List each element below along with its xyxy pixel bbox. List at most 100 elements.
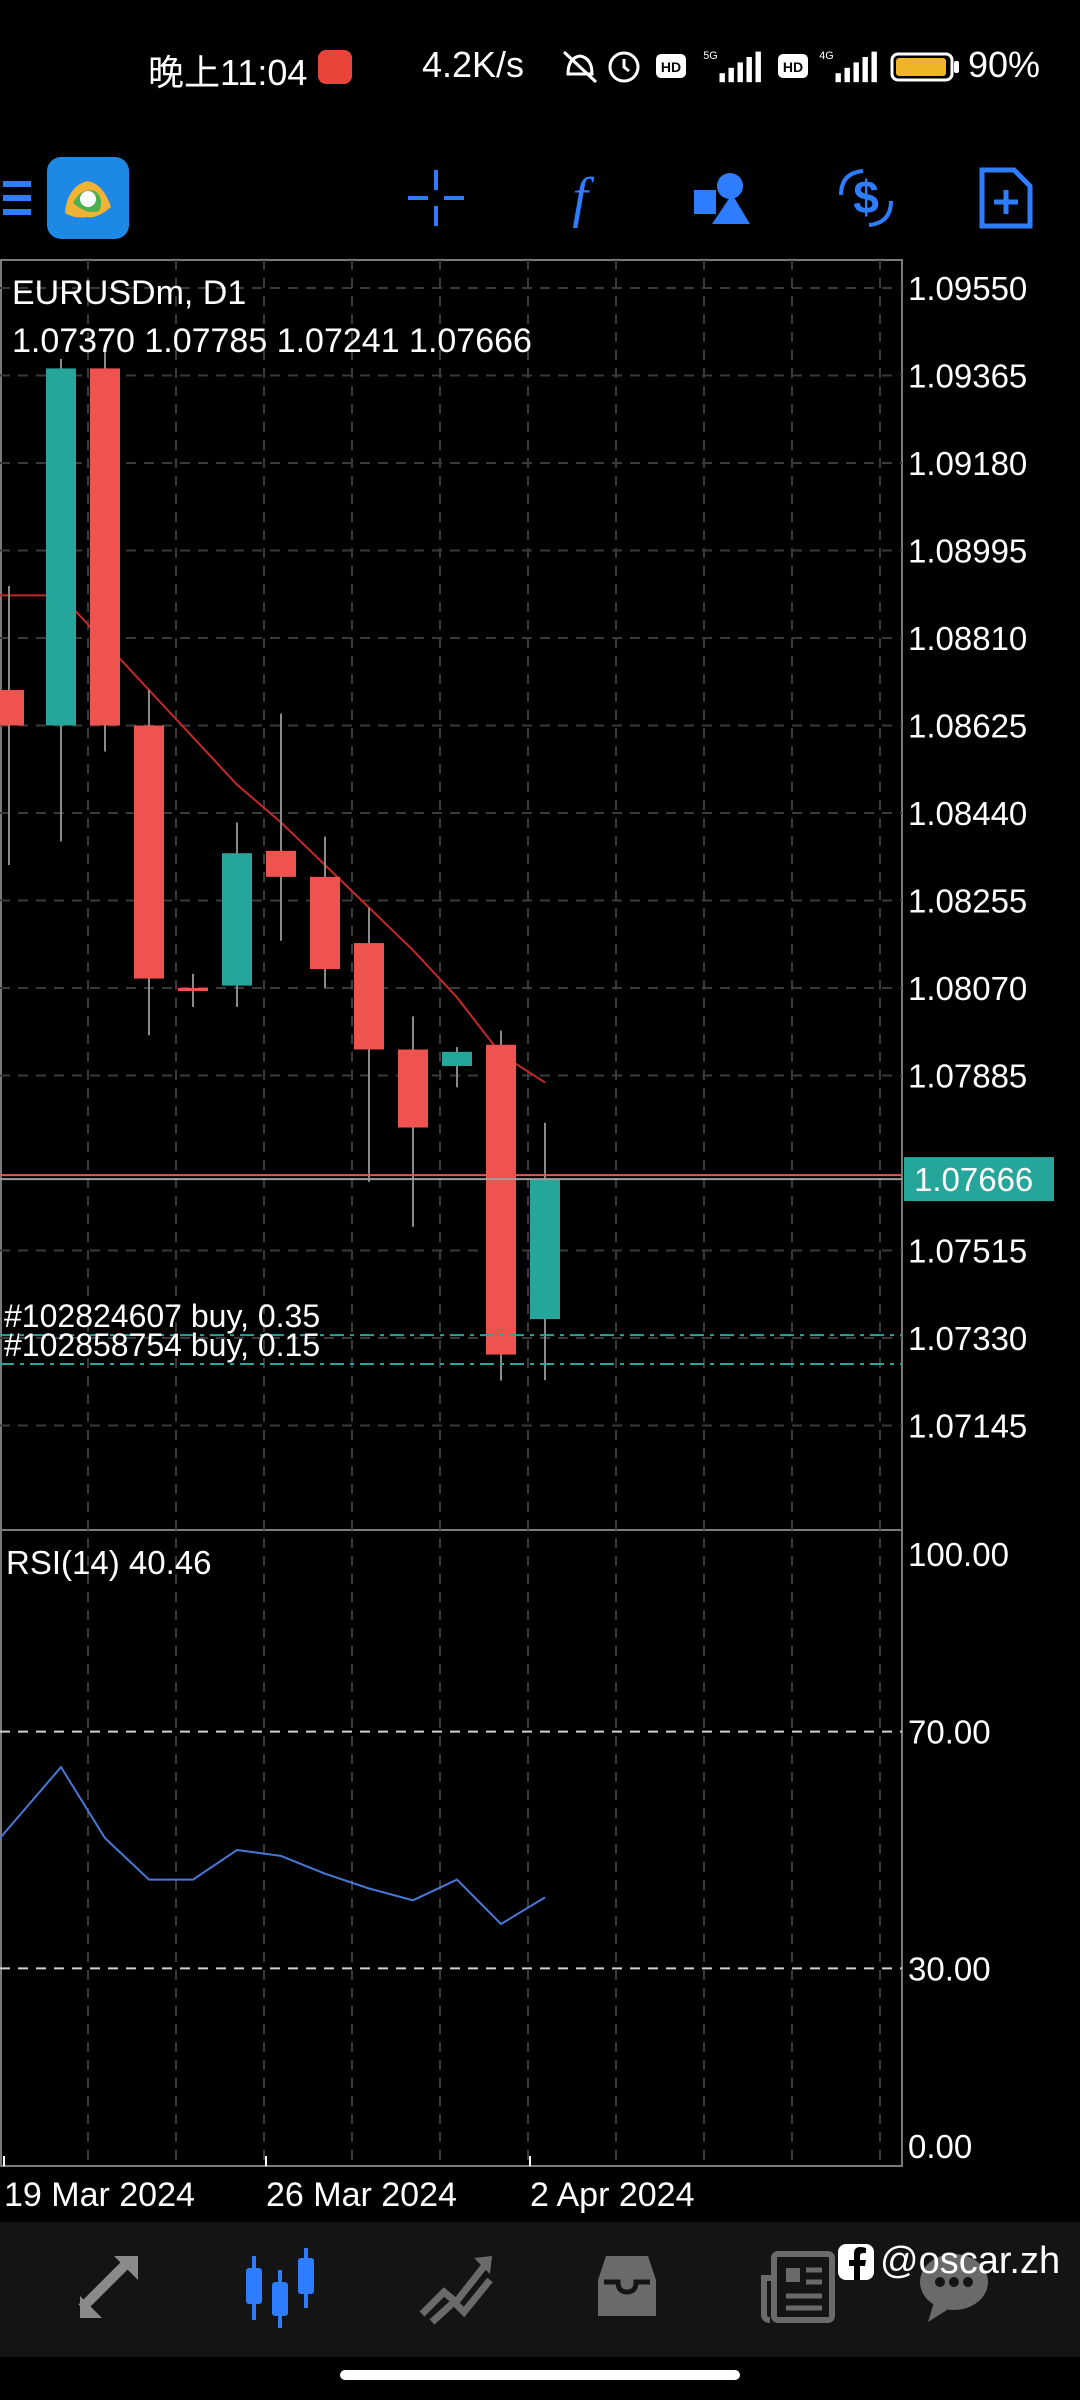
- chart-icon: [246, 2248, 314, 2328]
- metatrader-logo: [47, 156, 129, 239]
- price-tick-label: 1.07515: [908, 1233, 1027, 1270]
- alarm-icon: [608, 51, 640, 83]
- chat-icon: [920, 2254, 988, 2322]
- bottom-navigation: @oscar.zh: [0, 2222, 1080, 2357]
- candle-body: [442, 1051, 472, 1067]
- signal-5g-icon: 5G: [703, 50, 761, 83]
- candle-body: [266, 850, 296, 877]
- price-tick-label: 1.09550: [908, 270, 1027, 307]
- svg-text:f: f: [572, 168, 595, 228]
- history-icon: [598, 2256, 656, 2316]
- moving-average-layer: [0, 594, 546, 1084]
- new-order-icon: [979, 167, 1033, 228]
- mute-icon: [562, 50, 598, 84]
- rsi-tick-label: 70.00: [908, 1714, 991, 1751]
- date-label: 26 Mar 2024: [266, 2176, 457, 2214]
- status-time: 晚上11:04: [148, 52, 308, 93]
- hd-icon: HD: [656, 54, 686, 78]
- chart-grid: [0, 259, 903, 2167]
- candle-body: [134, 725, 164, 979]
- labels-layer: 1.09550 1.09365 1.09180 1.08995 1.08810 1.086…: [4, 270, 1033, 2214]
- facebook-icon: [838, 2243, 874, 2280]
- order-label: #102824607 buy, 0.35: [4, 1298, 320, 1334]
- candle-body: [0, 690, 24, 726]
- price-tick-label: 1.08625: [908, 708, 1027, 745]
- price-tick-label: 1.08070: [908, 970, 1027, 1007]
- nav-trade[interactable]: [410, 2242, 500, 2332]
- notification-icon: [318, 50, 352, 84]
- trade-button[interactable]: $: [826, 135, 906, 260]
- objects-icon: [694, 172, 750, 224]
- price-tick-label: 1.07330: [908, 1320, 1027, 1357]
- candle-body: [46, 368, 76, 726]
- price-tick-label: 1.07145: [908, 1408, 1027, 1445]
- rsi-tick-label: 0.00: [908, 2128, 972, 2165]
- objects-button[interactable]: [682, 135, 762, 260]
- trade-nav-icon: [419, 2256, 493, 2325]
- candle-body: [354, 943, 384, 1050]
- ohlc-label: 1.07370 1.07785 1.07241 1.07666: [12, 322, 532, 360]
- price-tick-label: 1.08810: [908, 620, 1027, 657]
- price-tick-label: 1.09365: [908, 358, 1027, 395]
- watermark-text: @oscar.zh: [880, 2240, 1061, 2282]
- indicators-button[interactable]: f: [540, 135, 620, 260]
- svg-text:5G: 5G: [703, 50, 717, 62]
- battery-percent: 90%: [968, 44, 1041, 85]
- svg-text:4G: 4G: [819, 50, 833, 62]
- candle-body: [398, 1049, 428, 1128]
- candles-layer: [0, 344, 560, 1381]
- candle-body: [530, 1179, 560, 1320]
- new-order-button[interactable]: [966, 135, 1046, 260]
- moving-average-line: [0, 594, 546, 1084]
- trade-icon: $: [839, 168, 893, 227]
- signal-4g-icon: 4G: [819, 50, 877, 83]
- rsi-label: RSI(14) 40.46: [6, 1544, 211, 1581]
- price-chart[interactable]: 1.09550 1.09365 1.09180 1.08995 1.08810 1.086…: [0, 258, 1080, 2222]
- crosshair-icon: [408, 169, 464, 226]
- nav-chart[interactable]: [236, 2242, 326, 2332]
- rsi-tick-label: 100.00: [908, 1536, 1009, 1573]
- rsi-panel-frame: [0, 1529, 903, 2167]
- hd-icon-2: HD: [778, 54, 808, 78]
- order-label: #102858754 buy, 0.15: [4, 1327, 320, 1363]
- crosshair-button[interactable]: [396, 135, 476, 260]
- chart-toolbar: f $: [0, 135, 1080, 260]
- nav-chat[interactable]: [910, 2242, 1000, 2332]
- menu-icon: [3, 180, 31, 215]
- symbol-label: EURUSDm, D1: [12, 274, 246, 312]
- svg-text:HD: HD: [661, 59, 681, 75]
- status-bar: 晚上11:04 4.2K/s HD 5G HD 4G 90%: [0, 0, 1080, 135]
- battery-icon: [890, 52, 959, 82]
- news-icon: [761, 2251, 835, 2323]
- quotes-icon: [78, 2256, 138, 2318]
- orders-layer: [0, 1157, 1054, 1366]
- candle-body: [310, 876, 340, 970]
- date-label: 19 Mar 2024: [4, 2176, 195, 2214]
- network-speed: 4.2K/s: [422, 44, 525, 85]
- nav-news[interactable]: [754, 2242, 844, 2332]
- current-price-tag: [904, 1157, 1054, 1202]
- date-label: 2 Apr 2024: [530, 2176, 694, 2214]
- price-tick-label: 1.08255: [908, 883, 1027, 920]
- candle-body: [90, 368, 120, 726]
- price-tick-label: 1.08440: [908, 795, 1027, 832]
- watermark: @oscar.zh: [838, 2240, 1060, 2283]
- nav-quotes[interactable]: [64, 2242, 154, 2332]
- rsi-tick-label: 30.00: [908, 1950, 991, 1987]
- menu-button[interactable]: [0, 135, 36, 260]
- candle-body: [486, 1044, 516, 1355]
- price-tick-label: 1.07885: [908, 1058, 1027, 1095]
- svg-text:HD: HD: [783, 59, 803, 75]
- candle-body: [178, 988, 208, 991]
- current-price-label: 1.07666: [914, 1161, 1033, 1198]
- nav-history[interactable]: [582, 2242, 672, 2332]
- candle-body: [222, 853, 252, 986]
- rsi-line: [0, 1765, 546, 1926]
- home-indicator[interactable]: [340, 2370, 740, 2380]
- svg-text:$: $: [853, 171, 879, 223]
- function-icon: f: [572, 168, 595, 228]
- price-tick-label: 1.09180: [908, 445, 1027, 482]
- metatrader-logo-button[interactable]: [46, 135, 130, 260]
- price-tick-label: 1.08995: [908, 533, 1027, 570]
- rsi-layer: [0, 1765, 546, 1926]
